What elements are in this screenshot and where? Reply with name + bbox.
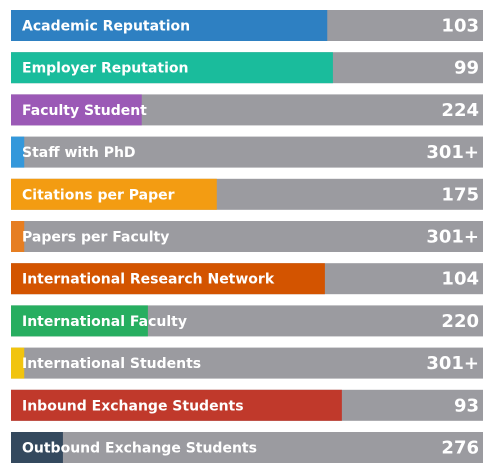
bar-track (11, 136, 483, 168)
bar-fill (11, 389, 342, 421)
rank: 224 (441, 100, 479, 121)
rank: 220 (441, 311, 479, 332)
bar-label: Inbound Exchange Students (22, 398, 244, 414)
bar-fill (11, 178, 217, 210)
bar-label: International Faculty (22, 314, 187, 330)
bar-label: Citations per Paper (22, 187, 175, 203)
bar-label: Faculty Student (22, 103, 147, 119)
rank: 301+ (426, 227, 479, 248)
bar-label: Academic Reputation (22, 19, 190, 35)
bar-fill (11, 305, 148, 337)
rank: 104 (441, 269, 479, 290)
bar-fill (11, 263, 325, 295)
bar-fill (11, 94, 142, 126)
rank: 276 (441, 438, 479, 459)
rank: 99 (454, 58, 479, 79)
bar-fill (11, 221, 25, 252)
rank: 301+ (426, 353, 479, 374)
bar-fill (11, 347, 25, 379)
bar-fill (11, 136, 25, 168)
bar-track (11, 432, 483, 463)
bar-track (11, 221, 483, 252)
bar-label: Outbound Exchange Students (22, 441, 257, 457)
bar-label: International Research Network (22, 272, 275, 288)
rank: 301+ (426, 142, 479, 163)
rank: 93 (454, 395, 479, 416)
bar-label: Papers per Faculty (22, 230, 169, 246)
bar-label: Staff with PhD (22, 145, 136, 161)
bar-track (11, 347, 483, 379)
bar-label: International Students (22, 356, 201, 372)
bar-label: Employer Reputation (22, 61, 188, 77)
bar-fill (11, 52, 333, 84)
bar-fill (11, 432, 63, 463)
bar-fill (11, 10, 328, 41)
rank: 175 (441, 184, 479, 205)
rank: 103 (441, 16, 479, 37)
